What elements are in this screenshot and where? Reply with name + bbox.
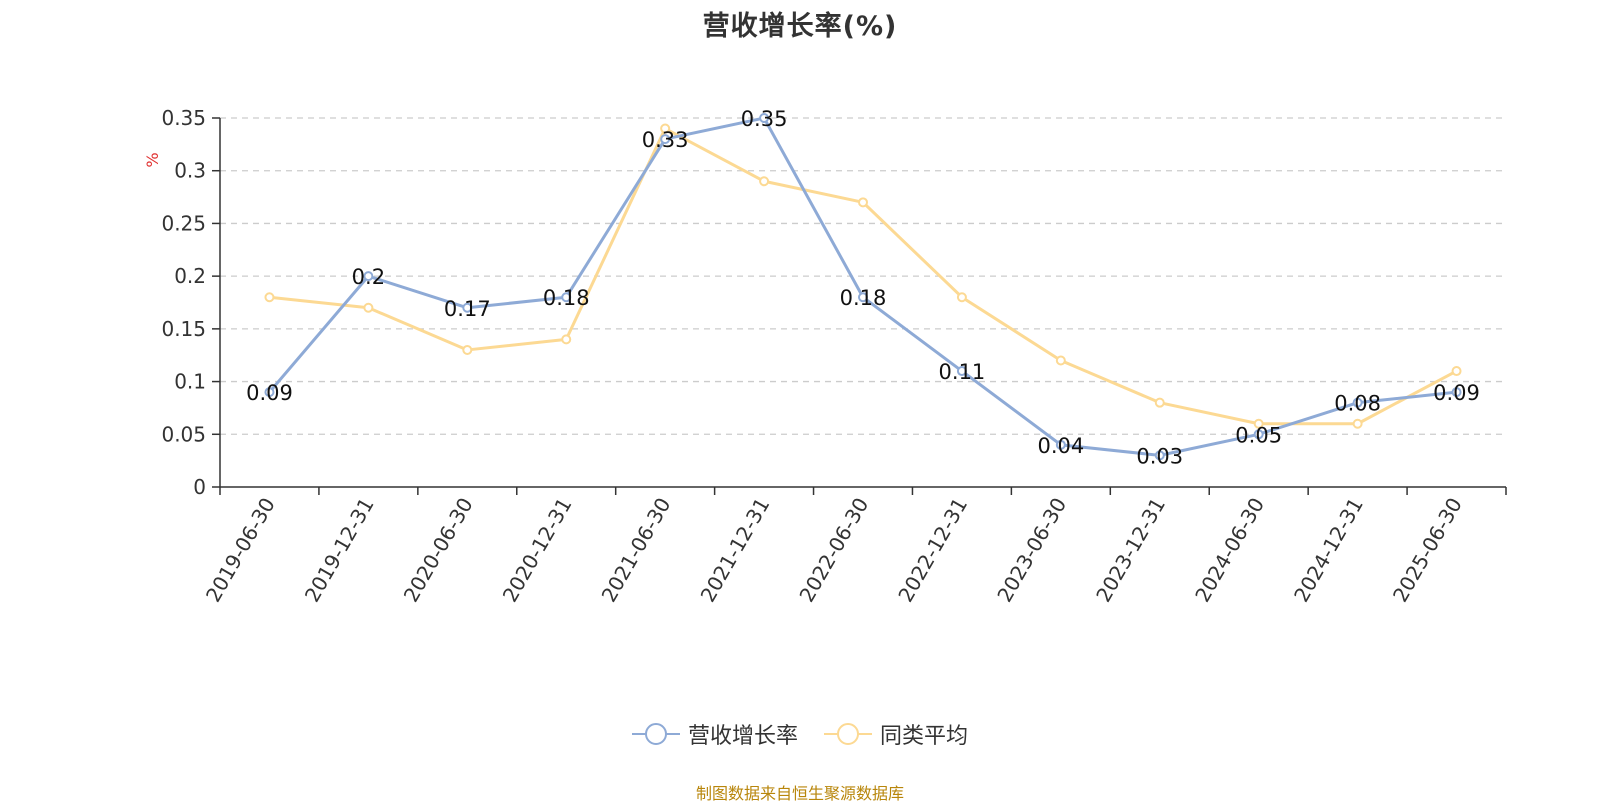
x-tick-label: 2021-06-30 xyxy=(597,494,676,607)
y-tick-label: 0.15 xyxy=(161,317,206,341)
x-tick-label: 2019-06-30 xyxy=(201,494,280,607)
data-label: 0.33 xyxy=(642,128,689,152)
data-point[interactable] xyxy=(759,113,770,123)
data-point[interactable] xyxy=(561,334,572,345)
x-tick-label: 2024-06-30 xyxy=(1190,494,1269,607)
y-tick-label: 0.25 xyxy=(161,211,206,235)
y-axis-label: % xyxy=(143,152,162,167)
data-point[interactable] xyxy=(1451,366,1462,377)
legend: 营收增长率 同类平均 xyxy=(0,718,1600,750)
data-point[interactable] xyxy=(660,123,671,134)
x-tick-label: 2019-12-31 xyxy=(300,494,379,607)
chart-title: 营收增长率(%) xyxy=(702,11,898,42)
x-tick-label: 2023-12-31 xyxy=(1091,494,1170,607)
data-point[interactable] xyxy=(264,292,275,303)
source-note: 制图数据来自恒生聚源数据库 xyxy=(695,784,904,803)
legend-item-0[interactable]: 营收增长率 xyxy=(631,718,798,750)
y-tick-label: 0 xyxy=(193,475,206,499)
x-tick-label: 2021-12-31 xyxy=(696,494,775,607)
data-point[interactable] xyxy=(561,292,572,303)
data-point[interactable] xyxy=(1352,418,1363,429)
data-point[interactable] xyxy=(1352,397,1363,408)
data-label: 0.04 xyxy=(1037,434,1084,458)
data-label: 0.09 xyxy=(246,381,293,405)
data-label: 0.05 xyxy=(1235,423,1282,447)
data-point[interactable] xyxy=(363,302,374,313)
data-label: 0.09 xyxy=(1433,381,1480,405)
data-point[interactable] xyxy=(956,366,967,377)
data-point[interactable] xyxy=(462,344,473,355)
y-tick-label: 0.1 xyxy=(174,370,206,394)
axes: 0 0.05 0.1 0.15 0.2 0.25 0.3 0.35 2019-06-30 2019… xyxy=(161,106,1507,607)
y-tick-label: 0.35 xyxy=(161,106,206,130)
data-label: 0.03 xyxy=(1136,444,1183,468)
legend-swatch-icon xyxy=(631,723,680,745)
data-label: 0.17 xyxy=(444,297,491,321)
x-tick-label: 2022-12-31 xyxy=(893,494,972,607)
data-point[interactable] xyxy=(660,134,671,145)
y-tick-label: 0.05 xyxy=(161,422,206,446)
legend-item-1[interactable]: 同类平均 xyxy=(824,718,968,750)
x-tick-label: 2020-06-30 xyxy=(399,494,478,607)
x-tick-label: 2025-06-30 xyxy=(1388,494,1467,607)
data-point[interactable] xyxy=(1451,387,1462,398)
x-tick-label: 2020-12-31 xyxy=(498,494,577,607)
y-tick-label: 0.3 xyxy=(174,159,206,183)
data-point[interactable] xyxy=(1253,429,1264,440)
x-tick-label: 2022-06-30 xyxy=(794,494,873,607)
data-point[interactable] xyxy=(1154,397,1165,408)
legend-label: 同类平均 xyxy=(880,724,969,749)
legend-swatch-icon xyxy=(824,723,872,745)
data-label: 0.35 xyxy=(741,107,788,131)
data-point[interactable] xyxy=(858,292,868,303)
data-label: 0.11 xyxy=(939,360,986,384)
legend-label: 营收增长率 xyxy=(687,724,798,749)
data-point[interactable] xyxy=(1253,418,1264,429)
grid-lines xyxy=(220,117,1506,435)
data-point[interactable] xyxy=(264,387,275,398)
data-point[interactable] xyxy=(462,302,473,313)
data-label: 0.2 xyxy=(352,265,385,289)
data-point[interactable] xyxy=(956,292,967,303)
x-tick-label: 2023-06-30 xyxy=(992,494,1071,607)
data-label: 0.08 xyxy=(1334,392,1381,416)
data-point[interactable] xyxy=(759,176,770,187)
data-point[interactable] xyxy=(1154,450,1165,461)
data-point[interactable] xyxy=(858,197,868,208)
y-tick-label: 0.2 xyxy=(174,264,206,288)
data-point[interactable] xyxy=(1055,355,1066,366)
data-label: 0.18 xyxy=(840,286,887,310)
data-label: 0.18 xyxy=(543,286,590,310)
series-lines xyxy=(264,113,1462,461)
data-point[interactable] xyxy=(363,271,374,282)
x-tick-label: 2024-12-31 xyxy=(1289,494,1368,607)
data-labels: 0.09 0.2 0.17 0.18 0.33 0.35 0.18 0.11 0.04 0.03 0… xyxy=(246,107,1480,468)
data-point[interactable] xyxy=(1055,439,1066,450)
